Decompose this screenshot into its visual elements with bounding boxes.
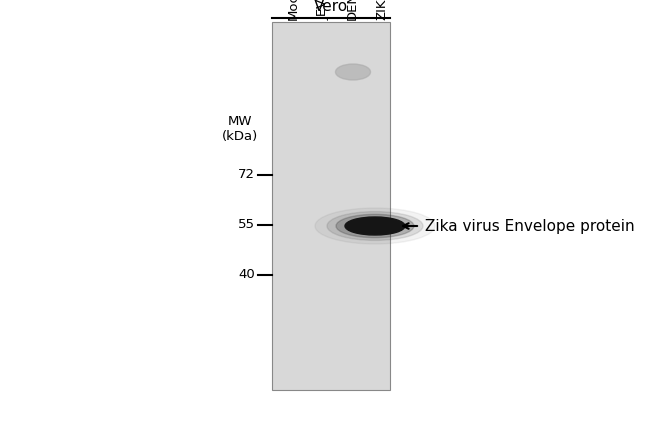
Text: 72: 72 [238, 168, 255, 181]
Text: MW
(kDa): MW (kDa) [222, 115, 258, 143]
Text: DENV-2: DENV-2 [346, 0, 359, 20]
Text: 40: 40 [239, 268, 255, 281]
Ellipse shape [345, 217, 405, 235]
Text: 55: 55 [238, 219, 255, 232]
Ellipse shape [336, 214, 414, 238]
Ellipse shape [315, 208, 435, 244]
Ellipse shape [327, 211, 423, 241]
Text: Zika virus Envelope protein: Zika virus Envelope protein [425, 219, 634, 233]
Text: Vero: Vero [314, 0, 348, 14]
Bar [272, 22, 390, 390]
Text: Mock: Mock [287, 0, 300, 20]
Text: JEV: JEV [317, 0, 330, 20]
Ellipse shape [335, 64, 370, 80]
Text: ZIKV: ZIKV [375, 0, 388, 20]
